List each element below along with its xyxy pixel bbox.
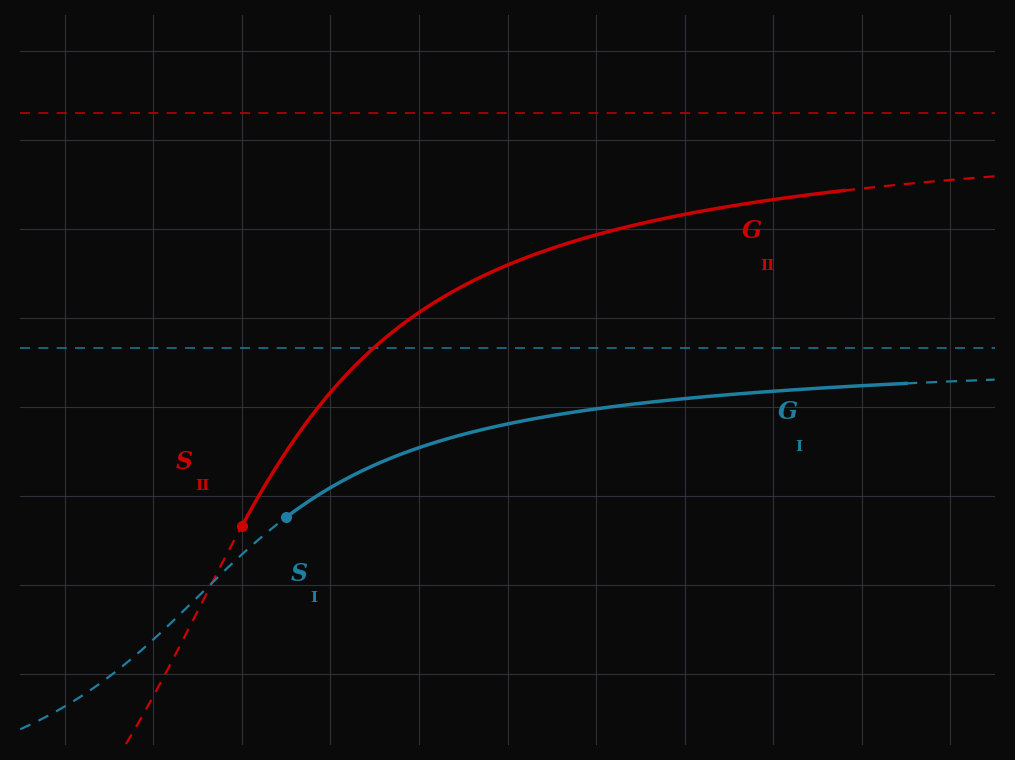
- Text: I: I: [796, 440, 803, 454]
- Text: II: II: [760, 258, 774, 273]
- Text: I: I: [310, 591, 317, 606]
- Text: G: G: [777, 401, 798, 424]
- Text: II: II: [195, 480, 209, 493]
- Text: S: S: [290, 562, 308, 586]
- Text: S: S: [176, 450, 192, 474]
- Text: G: G: [742, 219, 762, 242]
